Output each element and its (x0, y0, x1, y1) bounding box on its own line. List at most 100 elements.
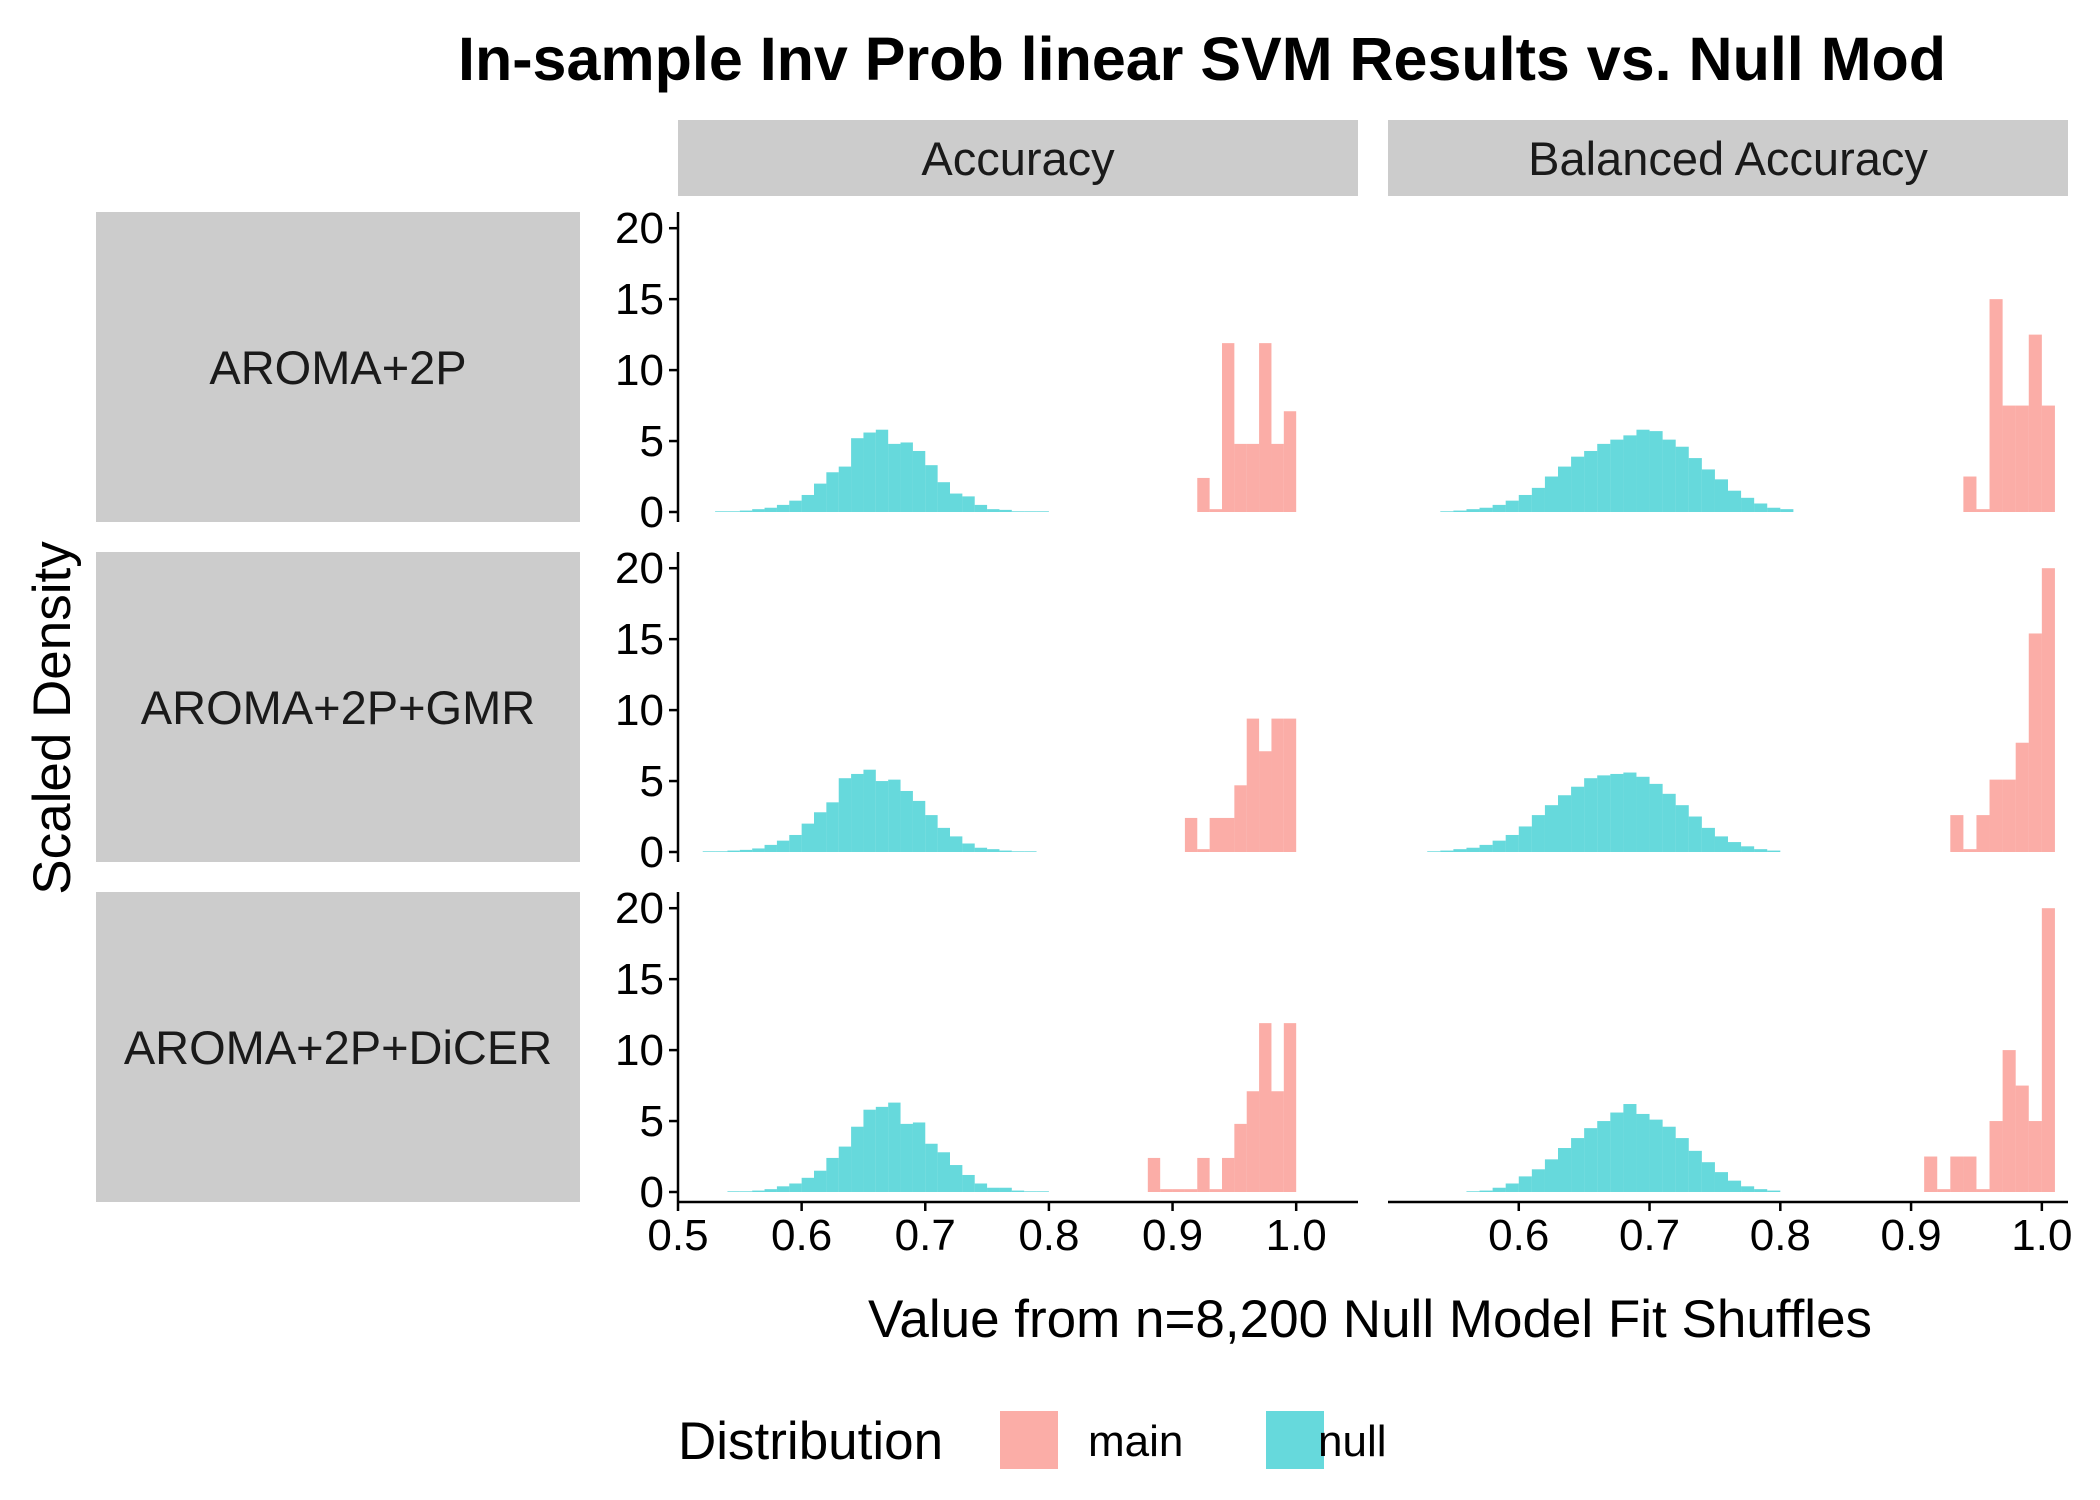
histogram-bar-null-aroma-2p-balanced-accuracy (1688, 458, 1702, 512)
histogram-bar-null-aroma-2p-gmr-balanced-accuracy (1466, 847, 1480, 852)
histogram-bar-main-aroma-2p-dicer-balanced-accuracy (2028, 1121, 2042, 1192)
y-tick-label-aroma-2p-accuracy: 5 (640, 417, 664, 466)
histogram-bar-null-aroma-2p-balanced-accuracy (1597, 443, 1611, 512)
histogram-bar-null-aroma-2p-accuracy (863, 432, 876, 512)
histogram-bar-null-aroma-2p-dicer-balanced-accuracy (1767, 1190, 1781, 1192)
histogram-bar-null-aroma-2p-gmr-balanced-accuracy (1741, 846, 1755, 852)
histogram-bar-null-aroma-2p-dicer-accuracy (912, 1122, 926, 1192)
panel-aroma-2p-gmr-balanced-accuracy (1427, 568, 2055, 852)
histogram-bar-null-aroma-2p-gmr-balanced-accuracy (1571, 786, 1585, 852)
histogram-bar-null-aroma-2p-balanced-accuracy (1518, 494, 1532, 512)
row-strip-aroma-2p-dicer (96, 892, 580, 1202)
histogram-bar-main-aroma-2p-dicer-accuracy (1234, 1123, 1247, 1192)
histogram-bar-null-aroma-2p-dicer-balanced-accuracy (1728, 1180, 1742, 1192)
histogram-bar-null-aroma-2p-dicer-accuracy (752, 1190, 765, 1192)
y-tick-label-aroma-2p-accuracy: 15 (615, 275, 664, 324)
legend-label-null: null (1318, 1417, 1387, 1466)
histogram-bar-main-aroma-2p-gmr-accuracy (1246, 718, 1260, 852)
histogram-bar-main-aroma-2p-gmr-balanced-accuracy (1989, 779, 2003, 852)
histogram-bar-null-aroma-2p-dicer-balanced-accuracy (1623, 1104, 1637, 1192)
histogram-bar-null-aroma-2p-dicer-balanced-accuracy (1479, 1190, 1493, 1192)
histogram-bar-null-aroma-2p-gmr-balanced-accuracy (1649, 783, 1663, 852)
panels-layer: Accuracy Balanced Accuracy AROMA+2P AROMA+2… (96, 120, 2072, 1260)
histogram-bar-main-aroma-2p-accuracy (1234, 443, 1247, 512)
histogram-bar-null-aroma-2p-dicer-accuracy (950, 1165, 963, 1192)
histogram-bar-main-aroma-2p-accuracy (1283, 411, 1297, 512)
histogram-bar-null-aroma-2p-gmr-balanced-accuracy (1728, 842, 1742, 852)
histogram-bar-main-aroma-2p-gmr-balanced-accuracy (2015, 742, 2029, 852)
histogram-bar-null-aroma-2p-dicer-accuracy (776, 1186, 790, 1192)
histogram-bar-null-aroma-2p-balanced-accuracy (1701, 469, 1715, 512)
histogram-bar-null-aroma-2p-balanced-accuracy (1453, 510, 1467, 512)
y-tick-label-aroma-2p-dicer-accuracy: 5 (640, 1097, 664, 1146)
histogram-bar-null-aroma-2p-gmr-accuracy (888, 779, 901, 852)
histogram-bar-null-aroma-2p-balanced-accuracy (1780, 509, 1794, 512)
histogram-bar-null-aroma-2p-dicer-accuracy (826, 1157, 839, 1192)
legend-title: Distribution (678, 1412, 943, 1471)
histogram-bar-null-aroma-2p-dicer-accuracy (838, 1146, 852, 1192)
histogram-bar-null-aroma-2p-dicer-balanced-accuracy (1597, 1121, 1611, 1192)
histogram-bar-null-aroma-2p-balanced-accuracy (1714, 479, 1728, 512)
histogram-bar-null-aroma-2p-accuracy (962, 496, 975, 512)
histogram-bar-null-aroma-2p-dicer-accuracy (937, 1152, 950, 1192)
y-tick-label-aroma-2p-gmr-accuracy: 5 (640, 757, 664, 806)
histogram-bar-null-aroma-2p-balanced-accuracy (1741, 497, 1755, 512)
histogram-bar-null-aroma-2p-accuracy (912, 450, 926, 512)
histogram-bar-null-aroma-2p-dicer-balanced-accuracy (1518, 1176, 1532, 1192)
histogram-bar-null-aroma-2p-accuracy (888, 443, 901, 512)
histogram-bar-null-aroma-2p-accuracy (715, 511, 728, 512)
histogram-bar-null-aroma-2p-gmr-balanced-accuracy (1714, 836, 1728, 852)
histogram-bar-null-aroma-2p-gmr-balanced-accuracy (1701, 827, 1715, 852)
y-tick-label-aroma-2p-gmr-accuracy: 20 (615, 544, 664, 593)
histogram-bar-null-aroma-2p-balanced-accuracy (1636, 429, 1650, 512)
histogram-bar-main-aroma-2p-dicer-balanced-accuracy (2015, 1085, 2029, 1192)
histogram-bar-null-aroma-2p-accuracy (838, 466, 852, 512)
histogram-bar-main-aroma-2p-accuracy (1246, 443, 1260, 512)
histogram-bar-null-aroma-2p-gmr-balanced-accuracy (1505, 834, 1519, 852)
histogram-bar-null-aroma-2p-dicer-balanced-accuracy (1636, 1113, 1650, 1192)
histogram-bar-main-aroma-2p-dicer-accuracy (1172, 1189, 1185, 1192)
panel-aroma-2p-gmr-accuracy: 0 5 10 15 20 (615, 544, 1297, 877)
histogram-bar-main-aroma-2p-gmr-balanced-accuracy (1976, 815, 1990, 852)
histogram-bar-null-aroma-2p-dicer-balanced-accuracy (1688, 1150, 1702, 1192)
histogram-bar-main-aroma-2p-dicer-balanced-accuracy (1963, 1156, 1977, 1192)
histogram-bar-null-aroma-2p-gmr-balanced-accuracy (1623, 772, 1637, 852)
histogram-bar-null-aroma-2p-gmr-accuracy (764, 844, 777, 852)
histogram-bar-null-aroma-2p-gmr-accuracy (974, 847, 988, 852)
histogram-bar-main-aroma-2p-balanced-accuracy (1976, 509, 1990, 512)
histogram-bar-null-aroma-2p-accuracy (999, 509, 1012, 512)
histogram-bar-null-aroma-2p-gmr-accuracy (739, 849, 753, 852)
panel-aroma-2p-dicer-balanced-accuracy: 0.6 0.7 0.8 0.9 1.0 (1388, 908, 2072, 1260)
panel-aroma-2p-dicer-accuracy: 0 5 10 15 20 0.5 0.6 0.7 0.8 0.9 1.0 (615, 884, 1358, 1260)
y-tick-label-aroma-2p-accuracy: 10 (615, 346, 664, 395)
histogram-bar-null-aroma-2p-dicer-balanced-accuracy (1492, 1187, 1506, 1192)
histogram-bar-main-aroma-2p-dicer-balanced-accuracy (1937, 1189, 1951, 1192)
histogram-bar-main-aroma-2p-balanced-accuracy (2028, 334, 2042, 512)
histogram-bar-main-aroma-2p-gmr-accuracy (1184, 817, 1198, 852)
legend-key-main (1000, 1411, 1058, 1469)
histogram-bar-main-aroma-2p-dicer-balanced-accuracy (1976, 1189, 1990, 1192)
histogram-bar-null-aroma-2p-gmr-accuracy (752, 848, 765, 852)
histogram-bar-null-aroma-2p-gmr-balanced-accuracy (1531, 815, 1545, 852)
histogram-bar-null-aroma-2p-accuracy (826, 472, 839, 512)
histogram-bar-null-aroma-2p-balanced-accuracy (1728, 490, 1742, 512)
histogram-bar-main-aroma-2p-dicer-accuracy (1271, 1091, 1284, 1192)
histogram-bar-null-aroma-2p-accuracy (727, 511, 740, 512)
histogram-bar-null-aroma-2p-dicer-balanced-accuracy (1544, 1159, 1558, 1192)
histogram-bar-main-aroma-2p-dicer-balanced-accuracy (1924, 1156, 1938, 1192)
histogram-bar-null-aroma-2p-accuracy (937, 482, 950, 512)
x-tick-label-aroma-2p-dicer-balanced-accuracy: 0.8 (1750, 1211, 1811, 1260)
histogram-bar-null-aroma-2p-dicer-accuracy (999, 1187, 1012, 1192)
x-tick-label-aroma-2p-dicer-accuracy: 0.7 (895, 1211, 956, 1260)
histogram-bar-null-aroma-2p-balanced-accuracy (1440, 511, 1454, 512)
histogram-bar-null-aroma-2p-balanced-accuracy (1623, 435, 1637, 512)
x-tick-label-aroma-2p-dicer-accuracy: 0.6 (771, 1211, 832, 1260)
histogram-bar-main-aroma-2p-dicer-accuracy (1259, 1023, 1272, 1192)
y-tick-label-aroma-2p-dicer-accuracy: 10 (615, 1026, 664, 1075)
histogram-bar-null-aroma-2p-dicer-balanced-accuracy (1571, 1138, 1585, 1192)
histogram-bar-null-aroma-2p-gmr-balanced-accuracy (1675, 805, 1689, 852)
histogram-bar-main-aroma-2p-gmr-balanced-accuracy (2002, 779, 2016, 852)
histogram-bar-null-aroma-2p-gmr-accuracy (925, 815, 938, 852)
legend-label-main: main (1088, 1417, 1183, 1466)
histogram-bar-null-aroma-2p-dicer-accuracy (925, 1143, 938, 1192)
